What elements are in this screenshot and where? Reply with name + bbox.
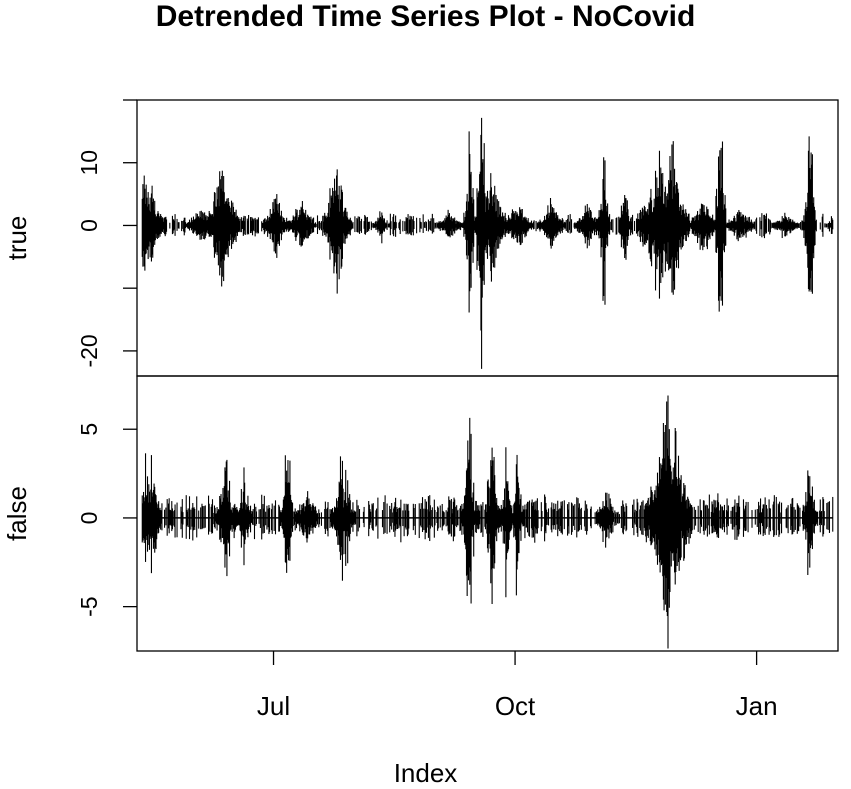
y-tick-label: -20 — [76, 334, 102, 367]
y-tick-label: 0 — [76, 512, 102, 525]
x-tick-label: Jan — [736, 691, 778, 721]
series-spikes-true — [141, 117, 834, 369]
y-tick-label: -5 — [76, 596, 102, 616]
y-axis-label-true: true — [2, 216, 32, 261]
x-tick-label: Jul — [257, 691, 290, 721]
panel-false: -5 0 5 false — [2, 375, 839, 652]
series-spikes-false — [141, 395, 834, 649]
panel-frame — [136, 375, 839, 652]
x-tick-label: Oct — [495, 691, 536, 721]
y-tick-label: 5 — [76, 423, 102, 436]
y-tick-label: 10 — [76, 150, 102, 176]
x-axis-label: Index — [393, 758, 458, 788]
y-tick-label: 0 — [76, 219, 102, 232]
y-axis-label-false: false — [2, 486, 32, 541]
panel-true: -20 0 10 true — [2, 99, 839, 377]
chart-title: Detrended Time Series Plot - NoCovid — [155, 0, 696, 33]
